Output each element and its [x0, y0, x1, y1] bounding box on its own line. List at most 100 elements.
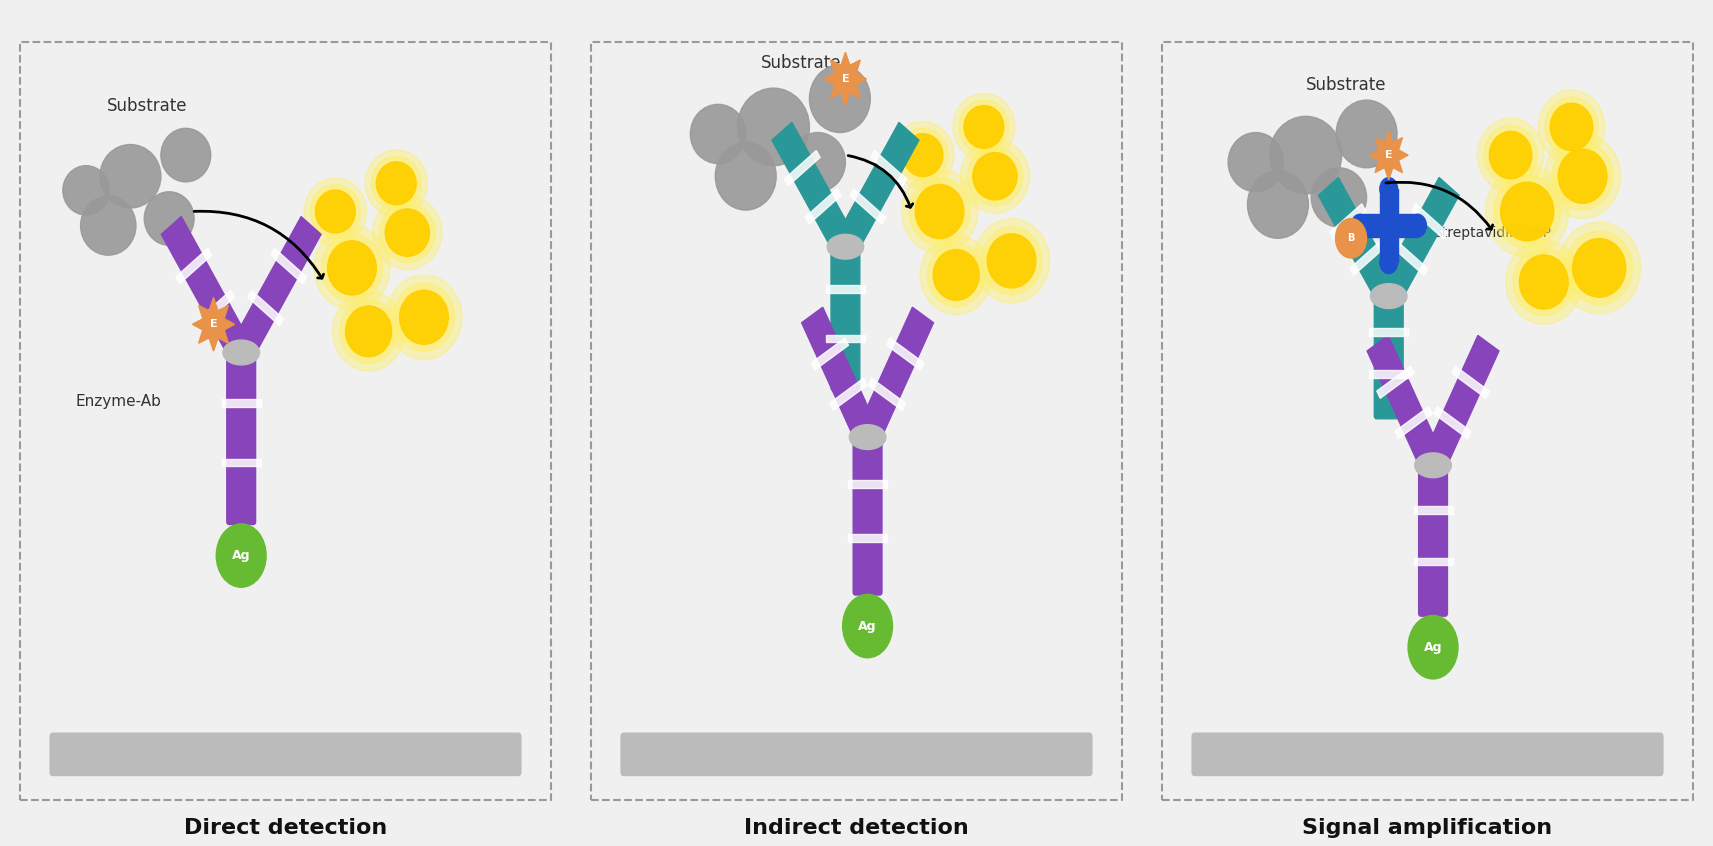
Bar	[221, 459, 260, 466]
Text: Indirect detection: Indirect detection	[743, 818, 970, 838]
Polygon shape	[1412, 204, 1447, 239]
Polygon shape	[829, 378, 867, 410]
Polygon shape	[887, 338, 923, 371]
Ellipse shape	[399, 290, 449, 344]
Ellipse shape	[327, 241, 377, 295]
Ellipse shape	[987, 233, 1036, 288]
Ellipse shape	[223, 340, 259, 365]
Ellipse shape	[1415, 453, 1451, 478]
Text: Streptavidin-HRP: Streptavidin-HRP	[1434, 226, 1552, 239]
Circle shape	[843, 595, 892, 658]
Ellipse shape	[1310, 168, 1367, 227]
Ellipse shape	[903, 134, 942, 177]
Ellipse shape	[716, 142, 776, 210]
Bar	[826, 334, 865, 343]
Bar	[1369, 328, 1408, 336]
Polygon shape	[836, 123, 918, 255]
Ellipse shape	[385, 209, 430, 256]
Ellipse shape	[377, 162, 416, 205]
Ellipse shape	[346, 306, 392, 357]
Polygon shape	[1393, 240, 1427, 276]
Ellipse shape	[973, 152, 1018, 200]
Text: Enzyme-Ab: Enzyme-Ab	[75, 394, 161, 409]
Ellipse shape	[1494, 175, 1561, 248]
Ellipse shape	[161, 129, 211, 182]
Ellipse shape	[81, 196, 135, 255]
Polygon shape	[1379, 178, 1459, 305]
Circle shape	[1408, 616, 1458, 678]
Ellipse shape	[1506, 239, 1581, 324]
Polygon shape	[199, 290, 235, 326]
Text: Ag: Ag	[858, 619, 877, 633]
Polygon shape	[1319, 178, 1400, 305]
Ellipse shape	[1477, 118, 1543, 192]
Bar	[1413, 558, 1453, 565]
Polygon shape	[192, 298, 235, 351]
Text: E: E	[841, 74, 850, 84]
Ellipse shape	[394, 283, 454, 351]
Polygon shape	[248, 290, 284, 326]
Text: Ag: Ag	[1424, 640, 1442, 654]
Ellipse shape	[915, 184, 964, 239]
Ellipse shape	[920, 235, 992, 315]
Polygon shape	[850, 189, 886, 224]
FancyBboxPatch shape	[622, 733, 1091, 776]
Polygon shape	[1434, 406, 1471, 438]
Ellipse shape	[827, 234, 863, 259]
FancyBboxPatch shape	[50, 733, 521, 776]
Ellipse shape	[850, 425, 886, 449]
Ellipse shape	[310, 184, 360, 239]
Polygon shape	[856, 307, 934, 445]
Ellipse shape	[373, 195, 442, 270]
Ellipse shape	[959, 100, 1009, 154]
Text: Substrate: Substrate	[761, 54, 841, 73]
Ellipse shape	[1370, 283, 1406, 309]
Ellipse shape	[901, 169, 978, 254]
Ellipse shape	[961, 140, 1030, 213]
Ellipse shape	[372, 157, 421, 210]
Ellipse shape	[1247, 171, 1309, 239]
Ellipse shape	[1557, 222, 1641, 314]
Polygon shape	[1422, 335, 1499, 473]
Text: Direct detection: Direct detection	[183, 818, 387, 838]
Ellipse shape	[1545, 134, 1620, 218]
Ellipse shape	[898, 129, 947, 182]
Ellipse shape	[810, 65, 870, 133]
Polygon shape	[231, 217, 320, 361]
Bar	[826, 285, 865, 293]
Ellipse shape	[927, 244, 985, 307]
Polygon shape	[812, 338, 848, 371]
Ellipse shape	[1545, 97, 1598, 157]
Polygon shape	[1367, 335, 1444, 473]
Ellipse shape	[1483, 125, 1537, 184]
FancyBboxPatch shape	[831, 244, 860, 391]
Polygon shape	[176, 249, 211, 283]
Bar	[848, 534, 887, 541]
Ellipse shape	[1566, 231, 1632, 305]
FancyBboxPatch shape	[226, 349, 255, 525]
Ellipse shape	[1552, 142, 1614, 210]
Polygon shape	[802, 307, 879, 445]
Polygon shape	[785, 151, 821, 186]
Polygon shape	[1369, 130, 1408, 180]
Bar	[848, 480, 887, 487]
Ellipse shape	[982, 227, 1042, 294]
Ellipse shape	[1538, 90, 1605, 164]
Polygon shape	[824, 52, 867, 106]
Circle shape	[1352, 214, 1369, 237]
Ellipse shape	[1559, 149, 1607, 203]
Ellipse shape	[305, 178, 367, 245]
Bar	[1413, 506, 1453, 514]
Circle shape	[1381, 178, 1398, 201]
Ellipse shape	[1513, 248, 1574, 316]
FancyBboxPatch shape	[1192, 733, 1663, 776]
Polygon shape	[1377, 366, 1413, 398]
Ellipse shape	[339, 299, 397, 363]
Polygon shape	[773, 123, 855, 255]
Ellipse shape	[968, 146, 1023, 206]
Ellipse shape	[385, 275, 463, 360]
Polygon shape	[1453, 366, 1489, 398]
Polygon shape	[1350, 240, 1386, 276]
Ellipse shape	[1228, 133, 1283, 192]
Text: E: E	[1384, 150, 1393, 160]
